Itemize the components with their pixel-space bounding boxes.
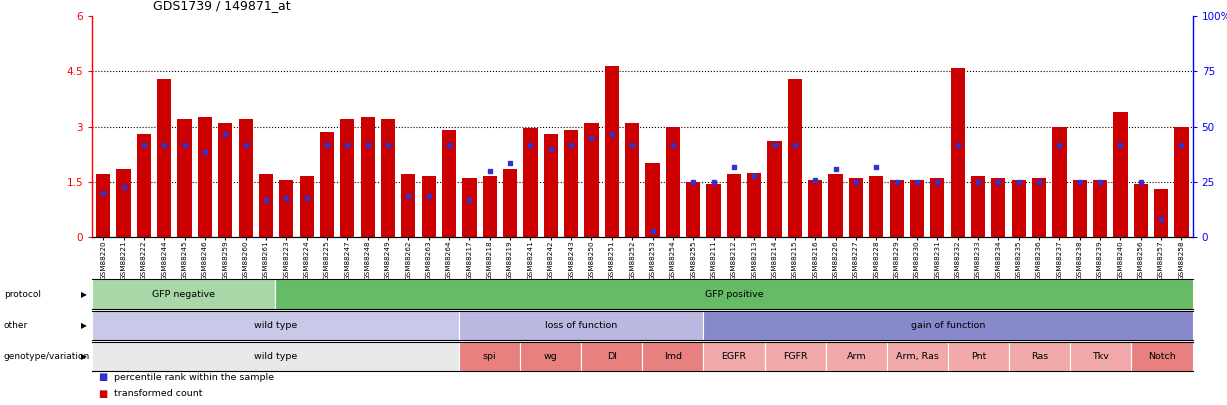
Text: Pnt: Pnt [971, 352, 987, 361]
Text: Notch: Notch [1148, 352, 1175, 361]
Bar [991, 178, 1005, 237]
Text: Imd: Imd [664, 352, 682, 361]
Text: Ras: Ras [1031, 352, 1048, 361]
Text: spi: spi [482, 352, 496, 361]
Bar [625, 123, 639, 237]
Bar [259, 175, 274, 237]
Bar [544, 134, 558, 237]
Text: Arm: Arm [847, 352, 866, 361]
Bar [1072, 180, 1087, 237]
Bar [442, 130, 456, 237]
Text: GFP negative: GFP negative [152, 290, 215, 299]
Bar [503, 169, 518, 237]
Bar [198, 117, 212, 237]
Bar [178, 119, 191, 237]
Bar [157, 79, 172, 237]
Bar [890, 180, 904, 237]
Bar [136, 134, 151, 237]
Text: protocol: protocol [4, 290, 40, 299]
Bar [747, 173, 761, 237]
Bar [584, 123, 599, 237]
Bar [869, 176, 883, 237]
Text: other: other [4, 321, 28, 330]
Bar [767, 141, 782, 237]
Bar [1134, 183, 1148, 237]
Text: Arm, Ras: Arm, Ras [896, 352, 939, 361]
Bar [645, 163, 660, 237]
Bar [96, 175, 110, 237]
Bar [788, 79, 802, 237]
Bar [828, 175, 843, 237]
Bar [564, 130, 578, 237]
Bar [380, 119, 395, 237]
Bar [1053, 126, 1066, 237]
Bar [401, 175, 416, 237]
Bar [809, 180, 822, 237]
Bar [726, 175, 741, 237]
Bar [463, 178, 476, 237]
Bar [422, 176, 436, 237]
Text: loss of function: loss of function [545, 321, 617, 330]
Bar [320, 132, 334, 237]
Bar [1113, 112, 1128, 237]
Bar [238, 119, 253, 237]
Bar [1093, 180, 1107, 237]
Bar [605, 66, 618, 237]
Bar [1174, 126, 1189, 237]
Text: GFP positive: GFP positive [704, 290, 763, 299]
Bar [1011, 180, 1026, 237]
Bar [218, 123, 232, 237]
Text: wild type: wild type [254, 352, 297, 361]
Bar [340, 119, 355, 237]
Text: Tkv: Tkv [1092, 352, 1109, 361]
Text: ■: ■ [98, 373, 108, 382]
Bar [971, 176, 985, 237]
Bar [524, 128, 537, 237]
Bar [280, 180, 293, 237]
Text: wild type: wild type [254, 321, 297, 330]
Text: genotype/variation: genotype/variation [4, 352, 90, 361]
Text: ■: ■ [98, 389, 108, 399]
Bar [849, 178, 863, 237]
Text: ▶: ▶ [81, 352, 87, 361]
Text: percentile rank within the sample: percentile rank within the sample [114, 373, 274, 382]
Text: transformed count: transformed count [114, 389, 202, 398]
Text: gain of function: gain of function [910, 321, 985, 330]
Bar [117, 169, 131, 237]
Bar [361, 117, 374, 237]
Text: wg: wg [544, 352, 557, 361]
Text: EGFR: EGFR [721, 352, 746, 361]
Bar [1032, 178, 1047, 237]
Bar [686, 182, 701, 237]
Bar [1153, 189, 1168, 237]
Text: Dl: Dl [607, 352, 617, 361]
Bar [930, 178, 945, 237]
Text: FGFR: FGFR [783, 352, 807, 361]
Text: GDS1739 / 149871_at: GDS1739 / 149871_at [153, 0, 291, 12]
Bar [666, 126, 680, 237]
Bar [482, 176, 497, 237]
Text: ▶: ▶ [81, 321, 87, 330]
Bar [951, 68, 964, 237]
Bar [707, 183, 720, 237]
Bar [299, 176, 314, 237]
Bar [910, 180, 924, 237]
Text: ▶: ▶ [81, 290, 87, 299]
